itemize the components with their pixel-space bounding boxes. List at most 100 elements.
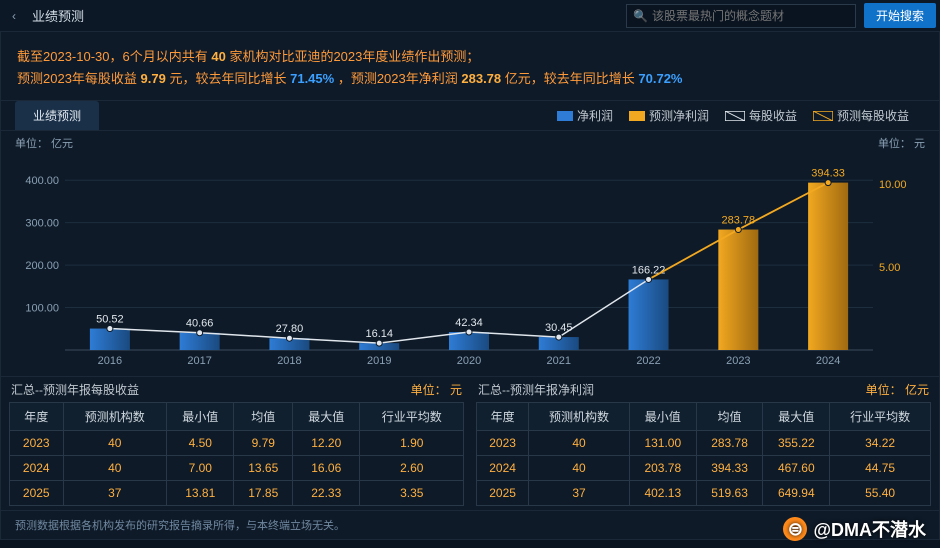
legend-profit-swatch [557, 111, 573, 121]
page-title: 业绩预测 [24, 6, 92, 25]
table-cell: 55.40 [830, 481, 931, 506]
svg-text:2020: 2020 [457, 355, 481, 367]
table-cell: 4.50 [167, 431, 234, 456]
svg-text:2017: 2017 [187, 355, 211, 367]
table-header: 行业平均数 [360, 403, 464, 431]
table-cell: 7.00 [167, 456, 234, 481]
search-button[interactable]: 开始搜索 [864, 3, 936, 28]
table-header: 均值 [696, 403, 763, 431]
svg-text:400.00: 400.00 [25, 175, 59, 187]
table-left-grid: 年度预测机构数最小值均值最大值行业平均数2023404.509.7912.201… [9, 402, 464, 506]
summary-inst-count: 40 [211, 49, 225, 64]
table-header: 最小值 [167, 403, 234, 431]
table-cell: 519.63 [696, 481, 763, 506]
svg-text:2022: 2022 [636, 355, 660, 367]
svg-text:300.00: 300.00 [25, 218, 59, 230]
table-cell: 40 [529, 456, 630, 481]
table-cell: 34.22 [830, 431, 931, 456]
summary-eps: 9.79 [141, 71, 166, 86]
table-cell: 2025 [477, 481, 529, 506]
table-cell: 649.94 [763, 481, 830, 506]
forecast-chart: 100.00200.00300.00400.005.0010.0050.5220… [15, 155, 923, 370]
table-right-grid: 年度预测机构数最小值均值最大值行业平均数202340131.00283.7835… [476, 402, 931, 506]
legend-forecast-profit-label: 预测净利润 [649, 107, 709, 124]
svg-text:42.34: 42.34 [455, 317, 483, 329]
summary-eps-suffix: 元，较去年同比增长 [169, 71, 290, 86]
table-left-title: 汇总--预测年报每股收益 [11, 381, 139, 398]
table-header: 最小值 [629, 403, 696, 431]
table-cell: 131.00 [629, 431, 696, 456]
table-cell: 2024 [10, 456, 64, 481]
table-header: 均值 [234, 403, 293, 431]
watermark: ⊜ @DMA不潜水 [783, 516, 926, 542]
table-cell: 13.81 [167, 481, 234, 506]
svg-text:2021: 2021 [547, 355, 571, 367]
table-right: 汇总--预测年报净利润 单位： 亿元 年度预测机构数最小值均值最大值行业平均数2… [476, 377, 931, 506]
table-header: 预测机构数 [529, 403, 630, 431]
table-cell: 13.65 [234, 456, 293, 481]
svg-text:2016: 2016 [98, 355, 122, 367]
svg-text:166.22: 166.22 [632, 264, 666, 276]
tab-forecast[interactable]: 业绩预测 [15, 101, 99, 130]
legend-eps: 每股收益 [725, 107, 797, 124]
search-input-wrap[interactable]: 🔍 [626, 4, 856, 28]
table-cell: 1.90 [360, 431, 464, 456]
table-cell: 40 [63, 431, 166, 456]
table-header: 预测机构数 [63, 403, 166, 431]
table-cell: 37 [529, 481, 630, 506]
legend-profit-label: 净利润 [577, 107, 613, 124]
table-cell: 44.75 [830, 456, 931, 481]
table-cell: 2024 [477, 456, 529, 481]
table-row: 2024407.0013.6516.062.60 [10, 456, 464, 481]
table-cell: 394.33 [696, 456, 763, 481]
summary-l2-mid: ，预测2023年净利润 [338, 71, 462, 86]
legend-forecast-profit-swatch [629, 111, 645, 121]
legend-profit: 净利润 [557, 107, 613, 124]
summary-profit: 283.78 [461, 71, 501, 86]
legend-forecast-eps: 预测每股收益 [813, 107, 909, 124]
svg-text:200.00: 200.00 [25, 260, 59, 272]
legend-eps-icon [725, 111, 745, 121]
table-cell: 203.78 [629, 456, 696, 481]
svg-text:5.00: 5.00 [879, 262, 900, 274]
table-header: 行业平均数 [830, 403, 931, 431]
table-cell: 355.22 [763, 431, 830, 456]
summary-eps-growth: 71.45% [290, 71, 334, 86]
svg-text:40.66: 40.66 [186, 318, 214, 330]
table-cell: 37 [63, 481, 166, 506]
search-input[interactable] [652, 9, 849, 23]
table-row: 202340131.00283.78355.2234.22 [477, 431, 931, 456]
svg-text:27.80: 27.80 [276, 323, 304, 335]
svg-text:2023: 2023 [726, 355, 750, 367]
summary-profit-growth: 70.72% [638, 71, 682, 86]
svg-text:2019: 2019 [367, 355, 391, 367]
summary-l1b: 家机构对比亚迪的2023年度业绩作出预测； [229, 49, 479, 64]
watermark-text: @DMA不潜水 [813, 516, 926, 542]
tables-wrap: 汇总--预测年报每股收益 单位： 元 年度预测机构数最小值均值最大值行业平均数2… [0, 377, 940, 511]
table-left: 汇总--预测年报每股收益 单位： 元 年度预测机构数最小值均值最大值行业平均数2… [9, 377, 464, 506]
chart-unit-right: 单位： 元 [878, 135, 925, 151]
table-row: 202537402.13519.63649.9455.40 [477, 481, 931, 506]
table-right-title: 汇总--预测年报净利润 [478, 381, 594, 398]
table-row: 202440203.78394.33467.6044.75 [477, 456, 931, 481]
watermark-icon: ⊜ [783, 517, 807, 541]
svg-text:100.00: 100.00 [25, 303, 59, 315]
summary-profit-suffix: 亿元，较去年同比增长 [505, 71, 639, 86]
table-cell: 2023 [477, 431, 529, 456]
table-header: 最大值 [763, 403, 830, 431]
table-cell: 2025 [10, 481, 64, 506]
table-header: 最大值 [293, 403, 360, 431]
summary-panel: 截至2023-10-30，6个月以内共有 40 家机构对比亚迪的2023年度业绩… [0, 32, 940, 101]
table-cell: 40 [63, 456, 166, 481]
svg-text:16.14: 16.14 [365, 328, 393, 340]
table-cell: 467.60 [763, 456, 830, 481]
table-header: 年度 [477, 403, 529, 431]
table-row: 2023404.509.7912.201.90 [10, 431, 464, 456]
summary-l2-prefix: 预测2023年每股收益 [17, 71, 141, 86]
chart-unit-left: 单位： 亿元 [15, 135, 73, 151]
table-cell: 9.79 [234, 431, 293, 456]
table-cell: 40 [529, 431, 630, 456]
back-icon[interactable]: ‹ [4, 9, 24, 23]
table-cell: 16.06 [293, 456, 360, 481]
header-bar: ‹ 业绩预测 🔍 开始搜索 [0, 0, 940, 32]
